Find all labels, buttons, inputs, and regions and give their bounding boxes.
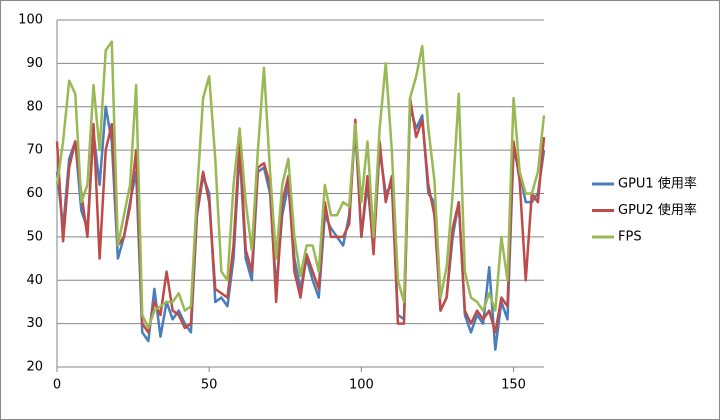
legend-label: GPU1 使用率 xyxy=(618,176,697,192)
y-tick-label: 40 xyxy=(26,273,43,288)
y-tick-label: 70 xyxy=(26,143,43,158)
x-tick-label: 0 xyxy=(53,378,61,393)
y-tick-label: 100 xyxy=(18,13,43,28)
y-tick-label: 20 xyxy=(26,360,43,375)
series-line xyxy=(55,40,546,330)
legend-label: FPS xyxy=(618,230,642,245)
x-tick-label: 100 xyxy=(349,378,374,393)
y-tick-label: 90 xyxy=(26,56,43,71)
legend-label: GPU2 使用率 xyxy=(618,202,697,218)
x-tick-label: 150 xyxy=(501,378,526,393)
y-tick-label: 80 xyxy=(26,99,43,114)
y-tick-label: 50 xyxy=(26,229,43,244)
y-tick-label: 30 xyxy=(26,316,43,331)
x-tick-label: 50 xyxy=(201,378,218,393)
y-tick-label: 60 xyxy=(26,186,43,201)
